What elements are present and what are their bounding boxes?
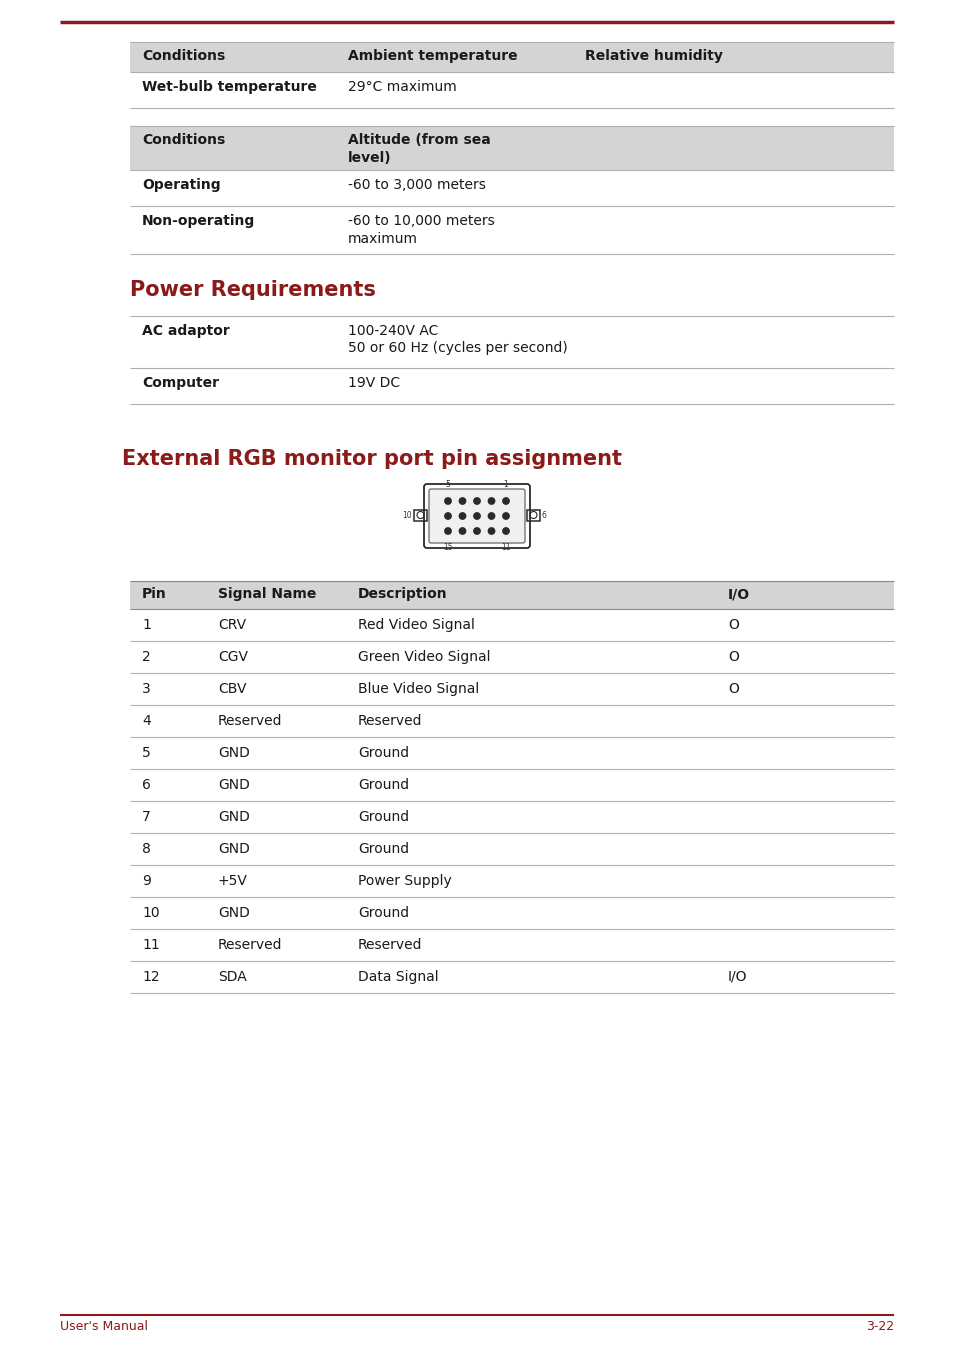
Text: Ground: Ground [357, 842, 409, 855]
Text: Red Video Signal: Red Video Signal [357, 617, 475, 632]
Text: Description: Description [357, 586, 447, 601]
Text: 11: 11 [142, 937, 159, 952]
Text: Ground: Ground [357, 746, 409, 760]
Text: Reserved: Reserved [218, 714, 282, 728]
Circle shape [502, 512, 509, 519]
Text: Blue Video Signal: Blue Video Signal [357, 682, 478, 695]
Text: GND: GND [218, 777, 250, 792]
Text: Altitude (from sea
level): Altitude (from sea level) [348, 133, 490, 165]
Text: 1: 1 [142, 617, 151, 632]
Text: Reserved: Reserved [357, 937, 422, 952]
Text: CRV: CRV [218, 617, 246, 632]
FancyBboxPatch shape [130, 126, 893, 169]
Text: 6: 6 [142, 777, 151, 792]
Text: AC adaptor: AC adaptor [142, 324, 230, 338]
Text: 9: 9 [142, 874, 151, 888]
Text: Ground: Ground [357, 810, 409, 824]
Text: 7: 7 [142, 810, 151, 824]
Text: 5: 5 [445, 480, 450, 490]
Text: O: O [727, 682, 739, 695]
Circle shape [474, 527, 479, 534]
Text: CBV: CBV [218, 682, 246, 695]
Text: 4: 4 [142, 714, 151, 728]
Text: Ground: Ground [357, 777, 409, 792]
Text: 50 or 60 Hz (cycles per second): 50 or 60 Hz (cycles per second) [348, 342, 567, 355]
Text: Computer: Computer [142, 377, 219, 390]
Text: Power Supply: Power Supply [357, 874, 452, 888]
Text: 29°C maximum: 29°C maximum [348, 79, 456, 94]
Text: 15: 15 [443, 543, 453, 551]
Text: SDA: SDA [218, 970, 247, 985]
Text: -60 to 10,000 meters
maximum: -60 to 10,000 meters maximum [348, 214, 495, 246]
Text: Operating: Operating [142, 178, 220, 192]
Text: O: O [727, 650, 739, 664]
Text: Ground: Ground [357, 907, 409, 920]
Text: 1: 1 [503, 480, 508, 490]
Text: 3-22: 3-22 [865, 1319, 893, 1333]
Circle shape [488, 527, 495, 534]
FancyBboxPatch shape [130, 42, 893, 73]
Text: 3: 3 [142, 682, 151, 695]
Circle shape [458, 512, 465, 519]
Text: 2: 2 [142, 650, 151, 664]
Text: Relative humidity: Relative humidity [584, 48, 722, 63]
Text: O: O [727, 617, 739, 632]
Circle shape [502, 527, 509, 534]
Text: GND: GND [218, 746, 250, 760]
Text: 10: 10 [402, 511, 412, 519]
Circle shape [458, 498, 465, 504]
Circle shape [444, 512, 451, 519]
Text: -60 to 3,000 meters: -60 to 3,000 meters [348, 178, 485, 192]
Text: I/O: I/O [727, 970, 747, 985]
Text: 8: 8 [142, 842, 151, 855]
Text: GND: GND [218, 842, 250, 855]
Circle shape [502, 498, 509, 504]
Circle shape [444, 498, 451, 504]
Circle shape [488, 512, 495, 519]
Text: Ambient temperature: Ambient temperature [348, 48, 517, 63]
Circle shape [474, 498, 479, 504]
Text: +5V: +5V [218, 874, 248, 888]
Text: 12: 12 [142, 970, 159, 985]
Text: 6: 6 [541, 511, 546, 519]
Text: CGV: CGV [218, 650, 248, 664]
Text: Green Video Signal: Green Video Signal [357, 650, 490, 664]
Text: GND: GND [218, 907, 250, 920]
Text: Data Signal: Data Signal [357, 970, 438, 985]
Text: 10: 10 [142, 907, 159, 920]
Text: Reserved: Reserved [218, 937, 282, 952]
Text: GND: GND [218, 810, 250, 824]
Text: Signal Name: Signal Name [218, 586, 316, 601]
Text: Pin: Pin [142, 586, 167, 601]
Text: Wet-bulb temperature: Wet-bulb temperature [142, 79, 316, 94]
Text: Conditions: Conditions [142, 133, 225, 147]
Text: 5: 5 [142, 746, 151, 760]
Text: 100-240V AC: 100-240V AC [348, 324, 438, 338]
Circle shape [488, 498, 495, 504]
Text: Reserved: Reserved [357, 714, 422, 728]
Text: 11: 11 [500, 543, 510, 551]
Circle shape [458, 527, 465, 534]
Circle shape [474, 512, 479, 519]
Text: User's Manual: User's Manual [60, 1319, 148, 1333]
Text: I/O: I/O [727, 586, 749, 601]
Text: Non-operating: Non-operating [142, 214, 255, 229]
Circle shape [444, 527, 451, 534]
Text: Conditions: Conditions [142, 48, 225, 63]
FancyBboxPatch shape [130, 581, 893, 609]
Text: External RGB monitor port pin assignment: External RGB monitor port pin assignment [122, 449, 621, 469]
FancyBboxPatch shape [429, 490, 524, 543]
Text: Power Requirements: Power Requirements [130, 280, 375, 300]
Text: 19V DC: 19V DC [348, 377, 399, 390]
